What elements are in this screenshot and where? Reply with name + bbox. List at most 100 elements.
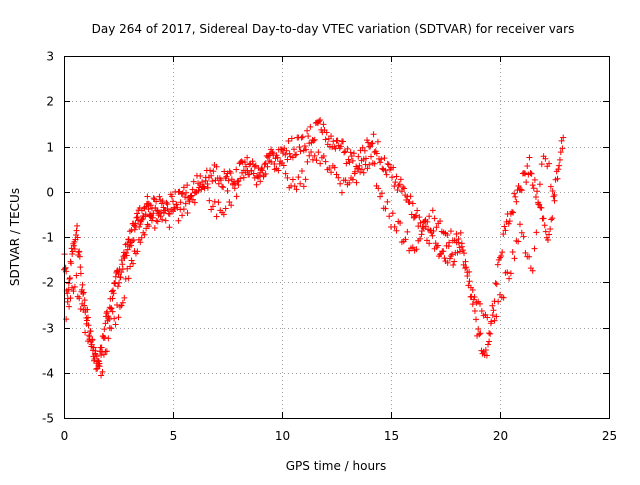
data-point [485,341,492,348]
data-point [423,237,430,244]
data-point [297,180,304,187]
data-point [128,257,135,264]
data-point [253,181,260,188]
data-point [316,118,323,125]
data-point [484,314,491,321]
data-point [311,136,318,143]
data-point [241,159,248,166]
data-point [511,190,518,197]
data-point [114,283,121,290]
data-point [210,168,217,175]
data-point [459,247,466,254]
data-point [415,223,422,230]
data-point [493,313,500,320]
data-point [527,170,534,177]
data-point [475,326,482,333]
data-point [207,167,214,174]
data-point [132,220,139,227]
data-point [226,199,233,206]
data-point [441,255,448,262]
data-point [500,294,507,301]
data-point [323,129,330,136]
data-point [542,155,549,162]
data-point [409,200,416,207]
data-point [382,205,389,212]
x-axis-label: GPS time / hours [286,459,387,473]
data-point [384,160,391,167]
data-point [76,295,83,302]
data-point [117,274,124,281]
data-point [238,158,245,165]
data-point [424,218,431,225]
data-point [96,363,103,370]
data-point [362,155,369,162]
data-point [379,165,386,172]
data-point [304,158,311,165]
data-point [62,264,69,271]
data-point [171,205,178,212]
data-point [87,338,94,345]
data-point [473,316,480,323]
x-tick-labels: 0 5 10 15 20 25 [61,429,617,443]
data-point [508,208,515,215]
data-point [510,209,517,216]
data-point [292,152,299,159]
data-point [413,246,420,253]
data-point [320,153,327,160]
data-point [282,170,289,177]
data-point [311,152,318,159]
data-point [446,239,453,246]
data-point [74,234,81,241]
data-point [298,134,305,141]
y-axis-label: SDTVAR / TECUs [8,188,22,286]
data-point [487,330,494,337]
data-point [337,180,344,187]
data-point [451,258,458,265]
data-point [486,338,493,345]
data-point [84,314,91,321]
data-point [182,200,189,207]
data-point [108,325,115,332]
data-point [408,211,415,218]
data-point [79,300,86,307]
data-point [509,249,516,256]
data-point [556,162,563,169]
data-point [299,133,306,140]
data-point [499,249,506,256]
data-point [228,202,235,209]
data-point [517,186,524,193]
data-point [189,186,196,193]
data-point [529,182,536,189]
data-point [179,212,186,219]
data-point [371,160,378,167]
data-point [377,159,384,166]
data-point [130,260,137,267]
data-point [373,150,380,157]
data-point [80,306,87,313]
data-point [108,305,115,312]
data-point [341,149,348,156]
data-point [160,209,167,216]
data-point [421,218,428,225]
data-point [461,250,468,257]
data-point [471,307,478,314]
data-point [202,177,209,184]
data-point [431,215,438,222]
data-point [546,160,553,167]
data-point [522,249,529,256]
data-point [429,207,436,214]
data-point [549,215,556,222]
data-point [350,150,357,157]
data-point [334,137,341,144]
data-point [416,214,423,221]
data-point [486,330,493,337]
data-point [188,192,195,199]
data-point [457,248,464,255]
data-point [249,161,256,168]
data-point [491,317,498,324]
data-point [224,187,231,194]
data-point [501,223,508,230]
data-point [246,171,253,178]
data-point [100,351,107,358]
